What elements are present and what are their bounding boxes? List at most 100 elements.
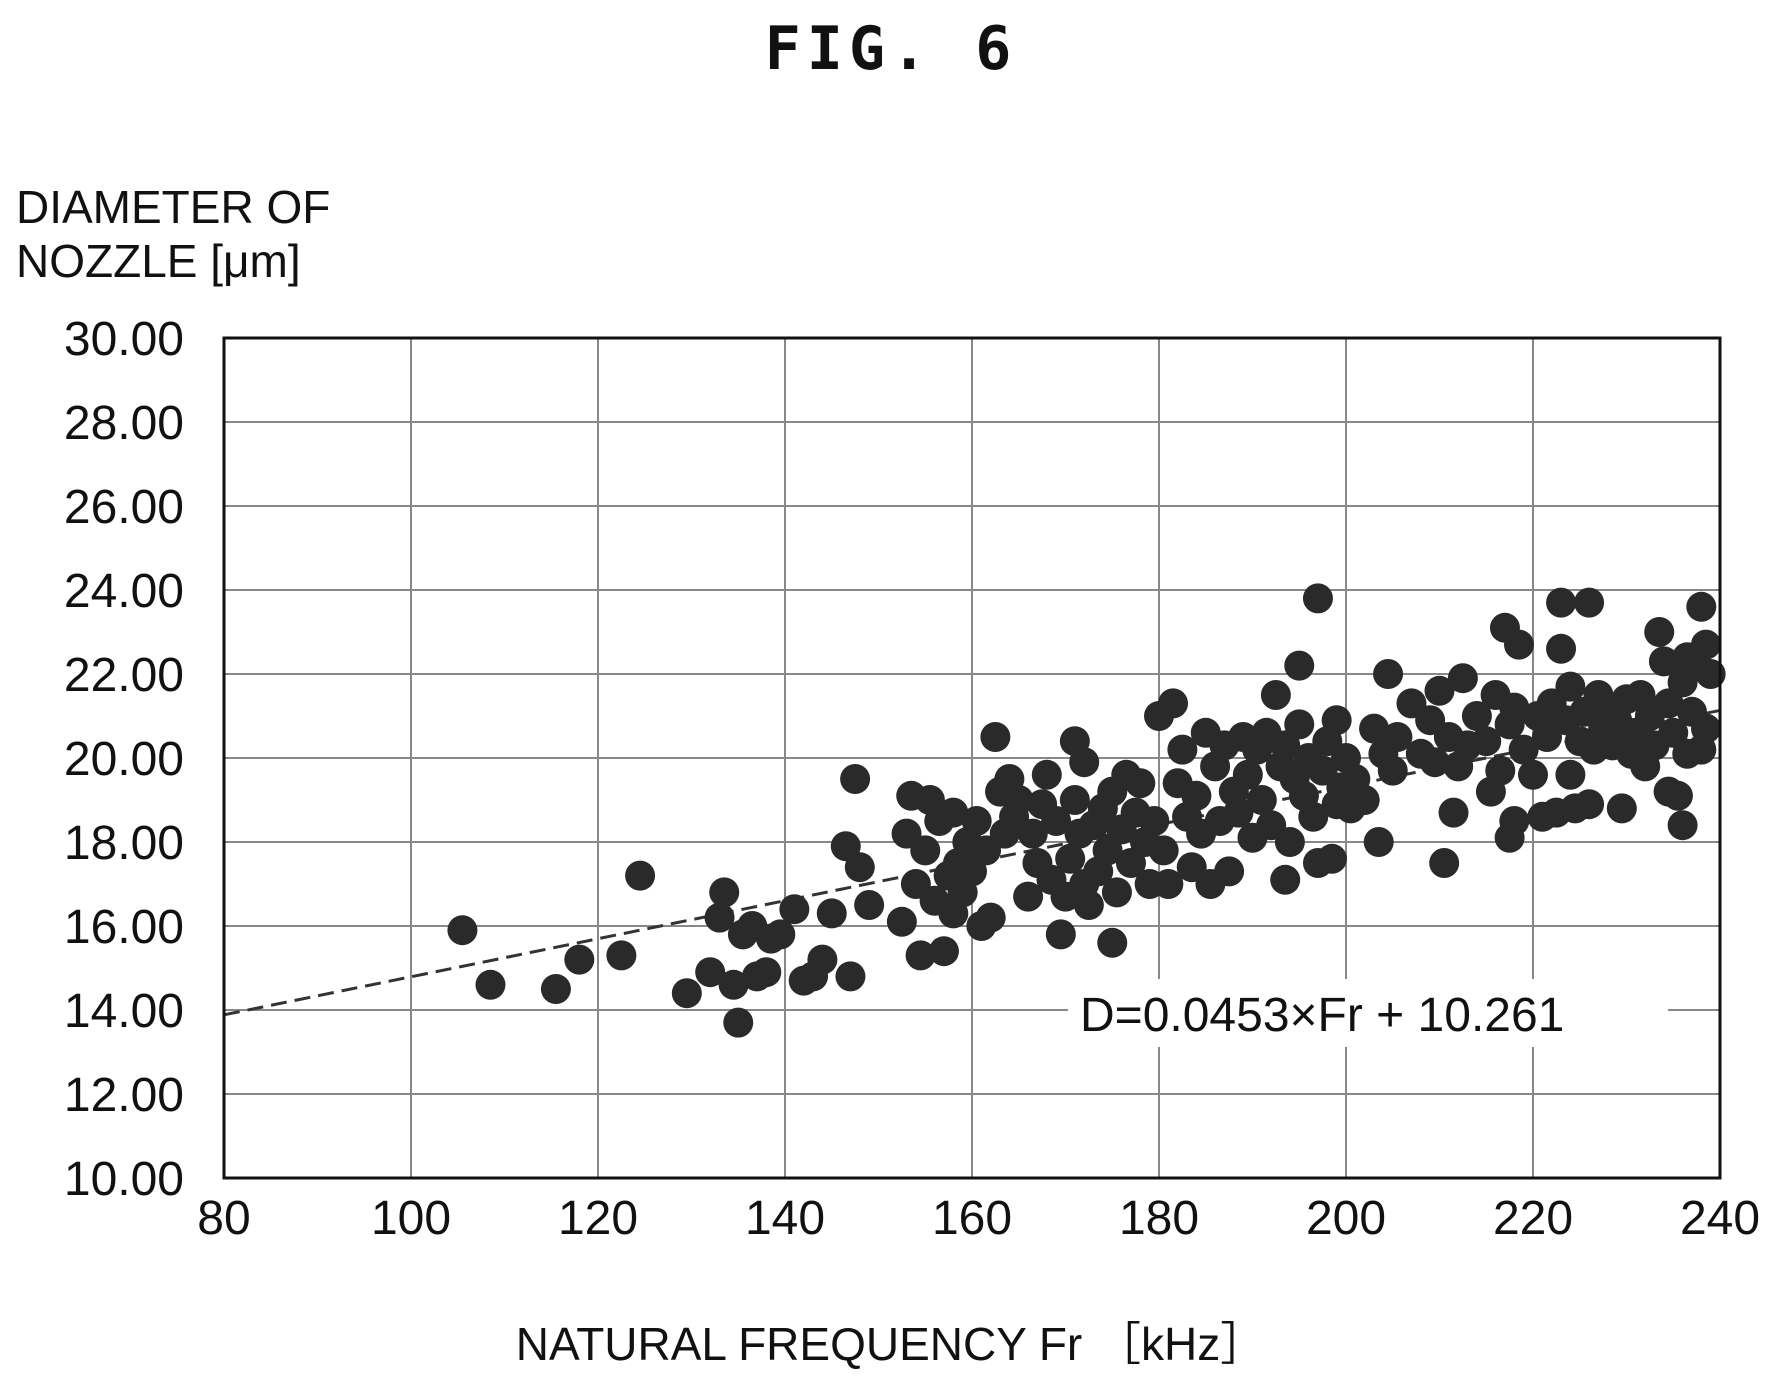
y-tick-label: 26.00 xyxy=(64,481,184,534)
data-point xyxy=(751,957,782,988)
equation-background xyxy=(1068,979,1668,1047)
data-point xyxy=(910,835,941,866)
y-tick-label: 28.00 xyxy=(64,397,184,450)
data-point xyxy=(1041,806,1072,836)
y-tick-label: 12.00 xyxy=(64,1069,184,1122)
data-points xyxy=(447,583,1726,1038)
data-point xyxy=(1503,629,1534,660)
data-point xyxy=(1125,768,1156,799)
y-tick-label: 30.00 xyxy=(64,313,184,366)
x-tick-label: 100 xyxy=(371,1192,451,1245)
data-point xyxy=(1349,785,1380,815)
data-point xyxy=(1101,877,1132,908)
x-axis-label: NATURAL FREQUENCY Fr ［kHz］ xyxy=(515,1318,1267,1370)
data-point xyxy=(1270,864,1301,895)
data-point xyxy=(723,1007,754,1038)
y-tick-label: 16.00 xyxy=(64,901,184,954)
data-point xyxy=(475,969,506,1000)
data-point xyxy=(1686,591,1717,622)
data-point xyxy=(816,898,847,929)
x-tick-label: 220 xyxy=(1493,1192,1573,1245)
data-point xyxy=(1555,759,1586,790)
x-tick-label: 200 xyxy=(1306,1192,1386,1245)
data-point xyxy=(1316,843,1347,874)
data-point xyxy=(1359,713,1390,744)
data-point xyxy=(1508,734,1539,765)
data-point xyxy=(1284,650,1315,681)
data-point xyxy=(1284,709,1315,740)
data-point xyxy=(718,969,749,1000)
data-point xyxy=(1471,726,1502,757)
plot-frame xyxy=(222,336,1722,1180)
data-point xyxy=(1574,587,1605,618)
y-axis-label-line-1: DIAMETER OF xyxy=(16,181,331,233)
data-point xyxy=(1232,759,1263,790)
data-point xyxy=(671,978,702,1009)
data-point xyxy=(1260,680,1291,710)
data-point xyxy=(1363,827,1394,857)
x-tick-label: 180 xyxy=(1119,1192,1199,1245)
x-tick-label: 80 xyxy=(197,1192,250,1245)
x-tick-label: 140 xyxy=(745,1192,825,1245)
data-point xyxy=(540,974,571,1004)
data-point xyxy=(1690,629,1721,660)
data-point xyxy=(447,915,478,946)
data-point xyxy=(1606,793,1637,824)
data-point xyxy=(1499,806,1530,836)
data-point xyxy=(1518,759,1548,790)
data-point xyxy=(1447,663,1478,694)
data-point xyxy=(606,940,637,971)
x-tick-label: 240 xyxy=(1680,1192,1760,1245)
data-point xyxy=(905,940,936,971)
data-point xyxy=(1546,587,1577,618)
data-point xyxy=(1667,810,1698,841)
data-point xyxy=(1139,806,1170,836)
data-point xyxy=(1499,692,1530,723)
data-point xyxy=(1073,890,1104,920)
data-point xyxy=(1148,835,1179,866)
data-point xyxy=(1695,659,1726,689)
data-point xyxy=(1485,755,1516,786)
data-point xyxy=(1302,583,1333,614)
data-point xyxy=(1214,856,1245,887)
data-point xyxy=(975,902,1006,933)
data-point xyxy=(938,797,969,828)
data-point xyxy=(704,902,735,933)
y-tick-label: 18.00 xyxy=(64,817,184,870)
data-point xyxy=(1246,785,1277,815)
data-point xyxy=(1055,843,1086,874)
data-point xyxy=(1690,713,1721,744)
data-point xyxy=(1321,705,1352,736)
data-point xyxy=(1438,797,1469,828)
data-point xyxy=(844,852,875,883)
data-point xyxy=(1017,818,1048,849)
data-point xyxy=(1461,701,1492,731)
y-tick-label: 10.00 xyxy=(64,1153,184,1206)
data-point xyxy=(807,944,838,975)
data-point xyxy=(1644,617,1675,647)
data-point xyxy=(1662,780,1693,811)
data-point xyxy=(1097,927,1128,958)
data-point xyxy=(1059,785,1090,815)
data-point xyxy=(980,722,1011,752)
data-point xyxy=(695,957,726,988)
data-point xyxy=(928,936,959,967)
data-point xyxy=(961,806,992,836)
data-point xyxy=(840,764,871,794)
figure-label: FIG. 6 xyxy=(764,14,1018,84)
data-point xyxy=(765,919,796,950)
data-point xyxy=(564,944,595,975)
y-axis-label: DIAMETER OF NOZZLE [μm] xyxy=(16,180,330,288)
equation-label: D=0.0453×Fr + 10.261 xyxy=(1080,989,1564,1042)
data-point xyxy=(1045,919,1076,950)
x-tick-label: 120 xyxy=(558,1192,638,1245)
data-point xyxy=(1373,659,1404,689)
data-point xyxy=(1555,671,1586,702)
data-point xyxy=(1181,780,1212,811)
data-point xyxy=(1158,688,1189,719)
data-point xyxy=(1574,789,1605,820)
data-point xyxy=(1003,785,1034,815)
data-point xyxy=(1429,848,1460,878)
y-tick-label: 14.00 xyxy=(64,985,184,1038)
